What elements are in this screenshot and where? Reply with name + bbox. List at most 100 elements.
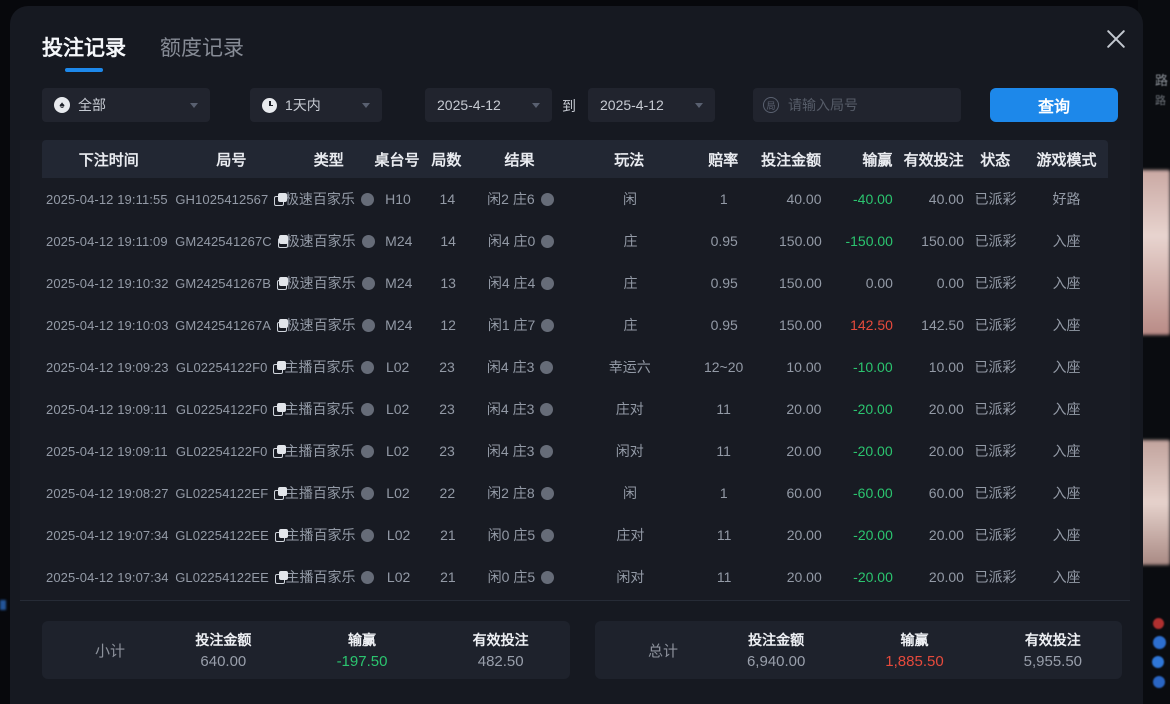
result-detail-icon[interactable] (541, 234, 555, 248)
result-detail-icon[interactable] (540, 402, 554, 416)
result-detail-icon[interactable] (541, 318, 555, 332)
cell-time: 2025-04-12 19:10:32 (46, 275, 169, 291)
copy-icon[interactable] (274, 486, 288, 500)
result-detail-icon[interactable] (541, 570, 555, 584)
cell-table_no: L02 (386, 527, 411, 543)
query-button[interactable]: 查询 (990, 88, 1118, 122)
cell-result: 闲0 庄5 (471, 525, 572, 545)
copy-icon[interactable] (274, 570, 288, 584)
subtotal-label: 小计 (95, 642, 126, 660)
cell-time: 2025-04-12 19:09:11 (46, 401, 168, 417)
result-detail-icon[interactable] (541, 276, 555, 290)
cell-type: 主播百家乐 (285, 525, 375, 545)
cell-game_id: GH1025412567 (175, 192, 288, 207)
copy-icon[interactable] (274, 192, 288, 206)
cell-type: 主播百家乐 (285, 441, 374, 461)
table-row: 2025-04-12 19:09:11 GL02254122F0 主播百家乐 L02 2… (42, 388, 1108, 430)
type-info-icon[interactable] (360, 402, 374, 416)
cell-status: 已派彩 (974, 569, 1017, 585)
cell-game_id: GM242541267B (175, 276, 289, 291)
col-header-table_no: 桌台号 (374, 151, 420, 169)
type-info-icon[interactable] (361, 570, 375, 584)
result-detail-icon[interactable] (540, 192, 554, 206)
chevron-down-icon (362, 102, 370, 108)
cell-valid: 0.00 (936, 275, 964, 291)
copy-icon[interactable] (277, 234, 289, 248)
lobby-badge (1152, 656, 1164, 668)
cell-status: 已派彩 (974, 485, 1017, 501)
lobby-badge (1153, 676, 1165, 688)
dealer-thumbnail (1138, 440, 1170, 565)
cell-result: 闲0 庄5 (471, 567, 572, 587)
cell-bet: 40.00 (786, 191, 822, 207)
result-detail-icon[interactable] (540, 486, 554, 500)
tab-bet-records[interactable]: 投注记录 (42, 32, 126, 72)
cell-status: 已派彩 (974, 191, 1017, 207)
type-info-icon[interactable] (361, 234, 375, 248)
type-info-icon[interactable] (360, 486, 374, 500)
cell-mode: 入座 (1052, 401, 1081, 417)
cell-mode: 入座 (1052, 317, 1081, 333)
cell-type: 主播百家乐 (285, 357, 374, 377)
cell-status: 已派彩 (974, 401, 1017, 417)
table-row: 2025-04-12 19:09:11 GL02254122F0 主播百家乐 L02 2… (42, 430, 1108, 472)
subtotal-win-loss: 输赢 -197.50 (336, 632, 388, 670)
result-detail-icon[interactable] (541, 528, 555, 542)
round-search-input[interactable] (786, 96, 951, 114)
cell-result: 闲4 庄0 (471, 231, 572, 251)
cell-rounds: 21 (440, 527, 456, 543)
type-info-icon[interactable] (361, 318, 375, 332)
to-label: 到 (562, 98, 576, 114)
tab-label: 额度记录 (160, 37, 244, 60)
copy-icon[interactable] (277, 318, 289, 332)
subtotal-bet-amount: 投注金额 640.00 (195, 632, 252, 670)
date-to-value: 2025-4-12 (600, 97, 664, 113)
date-from-select[interactable]: 2025-4-12 (425, 88, 552, 122)
cell-rounds: 23 (439, 359, 455, 375)
close-icon[interactable] (1103, 26, 1129, 52)
table-row: 2025-04-12 19:07:34 GL02254122EE 主播百家乐 L02 2… (42, 556, 1108, 598)
total-bet-amount: 投注金额 6,940.00 (746, 632, 806, 670)
cell-win: -20.00 (852, 443, 893, 459)
bet-records-table: 下注时间 局号 类型 桌台号 局数 结果 玩法 赔率 投注金额 输赢 有效投注 状态 游戏模式 2025… (20, 140, 1130, 601)
cell-bet: 20.00 (786, 443, 822, 459)
cell-table_no: H10 (385, 191, 411, 207)
copy-icon[interactable] (277, 276, 289, 290)
game-type-select[interactable]: ♠ 全部 (42, 88, 210, 122)
type-info-icon[interactable] (360, 360, 374, 374)
cell-game_id: GM242541267C (175, 234, 289, 249)
cell-odds: 0.95 (710, 233, 738, 249)
cell-win: 0.00 (865, 275, 893, 291)
type-info-icon[interactable] (360, 192, 374, 206)
cell-valid: 20.00 (928, 443, 964, 459)
date-to-select[interactable]: 2025-4-12 (588, 88, 715, 122)
result-detail-icon[interactable] (540, 444, 554, 458)
cell-win: -20.00 (853, 569, 893, 585)
cell-type: 极速百家乐 (286, 231, 375, 251)
cell-type: 极速百家乐 (286, 273, 375, 293)
result-detail-icon[interactable] (540, 360, 554, 374)
type-info-icon[interactable] (361, 276, 375, 290)
copy-icon[interactable] (274, 528, 288, 542)
bet-records-modal: 投注记录 额度记录 ♠ 全部 1天内 2025-4-12 (10, 6, 1143, 704)
copy-icon[interactable] (273, 444, 287, 458)
type-info-icon[interactable] (361, 528, 375, 542)
background-lobby: 路 路 (1138, 0, 1170, 704)
tab-quota-records[interactable]: 额度记录 (160, 32, 244, 72)
cell-bet: 10.00 (786, 359, 822, 375)
cell-odds: 11 (716, 569, 732, 585)
cell-mode: 入座 (1052, 443, 1081, 459)
time-range-select[interactable]: 1天内 (250, 88, 382, 122)
copy-icon[interactable] (273, 360, 287, 374)
cell-table_no: M24 (385, 233, 413, 249)
col-header-game_id: 局号 (216, 151, 247, 169)
date-from-value: 2025-4-12 (437, 97, 501, 113)
type-info-icon[interactable] (360, 444, 374, 458)
cell-odds: 1 (719, 485, 728, 501)
copy-icon[interactable] (273, 402, 287, 416)
cell-play: 幸运六 (608, 359, 651, 375)
cell-win: -20.00 (853, 527, 893, 543)
cell-table_no: L02 (385, 401, 410, 417)
cell-valid: 60.00 (928, 485, 964, 501)
active-tab-underline (65, 68, 103, 72)
